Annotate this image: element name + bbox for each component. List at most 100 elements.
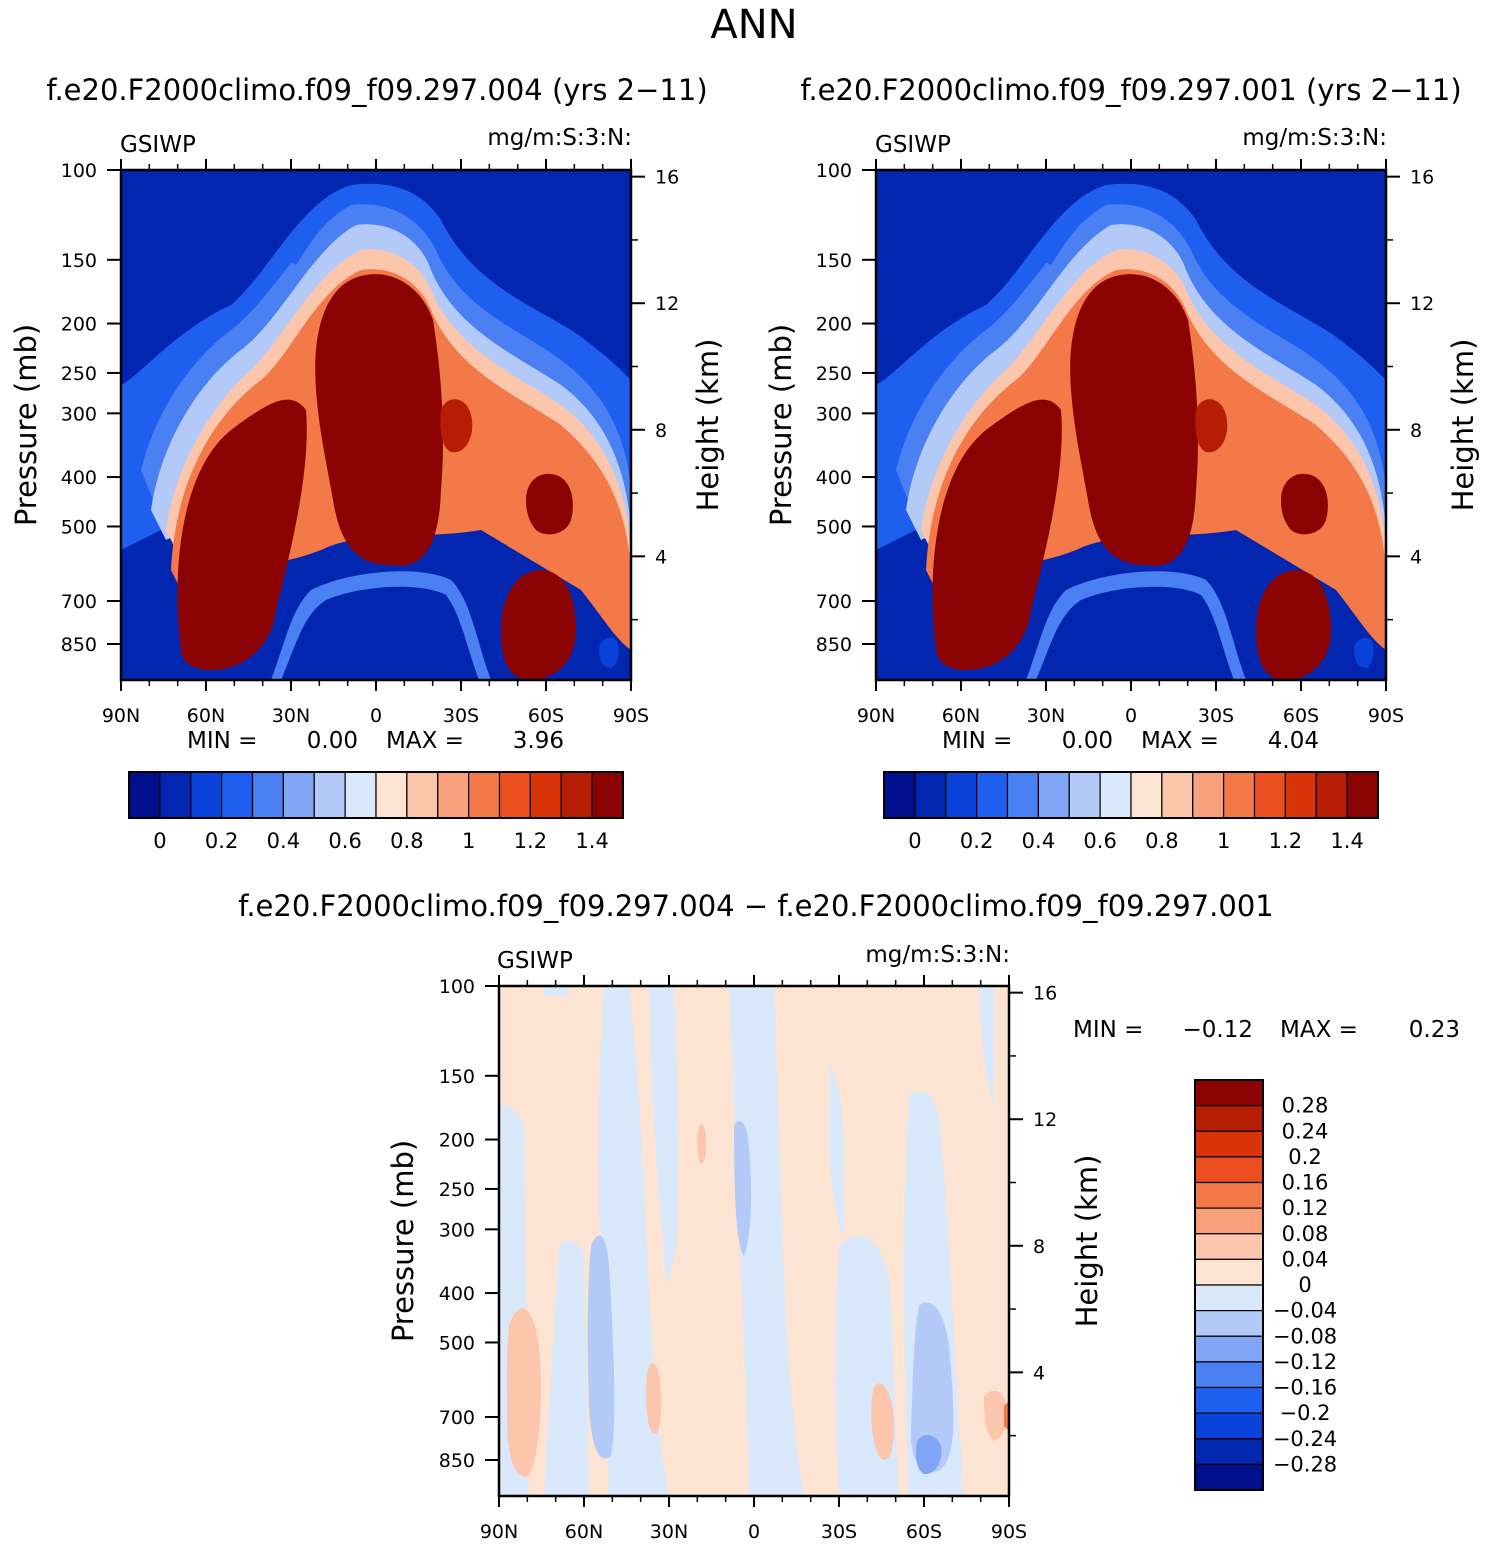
panel-2-title: f.e20.F2000climo.f09_f09.297.001 (yrs 2−…	[800, 73, 1461, 107]
panel-1-field	[121, 170, 631, 680]
x-tick-label: 90S	[613, 705, 649, 727]
x-tick-label: 60S	[528, 705, 564, 727]
colorbar-tick-label: 0.2	[960, 829, 993, 853]
colorbar-swatch	[159, 771, 192, 819]
y-tick-label: 500	[61, 516, 97, 538]
x-tick-label: 30S	[1198, 705, 1234, 727]
x-tick-label: 90N	[480, 1521, 518, 1543]
diff-plot: 90N 60N 30N 0 30S 60S 90S 100 150 200 250 300 400 50…	[439, 975, 1057, 1543]
y-tick-label: 100	[816, 160, 852, 182]
colorbar-swatch	[1099, 771, 1132, 819]
panel-1-min-value: 0.00	[307, 728, 358, 754]
colorbar-swatch	[1194, 1284, 1264, 1312]
colorbar-tick-label: −0.04	[1273, 1299, 1337, 1323]
panel-2-ylabel: Pressure (mb)	[764, 324, 798, 526]
colorbar-swatch	[1223, 771, 1256, 819]
x-tick-label: 30S	[443, 705, 479, 727]
colorbar-tick-label: 0.16	[1282, 1171, 1329, 1195]
x-tick-label: 60S	[1283, 705, 1319, 727]
colorbar-tick-label: −0.24	[1273, 1427, 1337, 1451]
colorbar-tick-label: 0.28	[1282, 1094, 1329, 1118]
x-tick-label: 90S	[1368, 705, 1404, 727]
diff-x-ticks: 90N 60N 30N 0 30S 60S 90S	[480, 975, 1027, 1543]
y-tick-label: 150	[816, 250, 852, 272]
x-tick-label: 60S	[906, 1521, 942, 1543]
colorbar-swatch	[1194, 1386, 1264, 1414]
x-tick-label: 60N	[565, 1521, 603, 1543]
colorbar-swatch	[1194, 1181, 1264, 1209]
x-tick-label: 0	[748, 1521, 760, 1543]
colorbar-tick-label: 0.12	[1282, 1196, 1329, 1220]
colorbar-swatch	[1194, 1438, 1264, 1465]
colorbar-swatch	[1006, 771, 1039, 819]
colorbar-swatch	[128, 771, 161, 819]
panel-1-plot: 90N 60N 30N 0 30S 60S 90S 100 150 200 250 300 400 50…	[61, 159, 679, 727]
y-tick-label: 300	[61, 403, 97, 425]
colorbar-frame	[128, 771, 624, 819]
y-tick-label: 500	[816, 516, 852, 538]
right-tick-label: 4	[1410, 546, 1422, 568]
y-tick-label: 250	[439, 1179, 475, 1201]
figure-title: ANN	[710, 2, 797, 48]
colorbar-frame	[1194, 1079, 1264, 1491]
right-tick-label: 16	[655, 167, 679, 189]
colorbar-swatch	[591, 771, 624, 819]
panel-2-units: mg/m:S:3:N:	[1242, 125, 1387, 151]
panel-2-right-ticks: 16 12 8 4	[1386, 167, 1434, 621]
colorbar-swatch	[190, 771, 223, 819]
colorbar-tick-label: 0	[1298, 1273, 1311, 1297]
x-tick-label: 90N	[102, 705, 140, 727]
panel-1-colorbar: 0 0.2 0.4 0.6 0.8 1 1.2 1.4	[128, 771, 624, 853]
panel-1: f.e20.F2000climo.f09_f09.297.004 (yrs 2−…	[9, 73, 725, 853]
right-tick-label: 4	[655, 546, 667, 568]
colorbar-tick-label: −0.12	[1273, 1350, 1337, 1374]
colorbar-swatch	[1194, 1361, 1264, 1389]
diff-units: mg/m:S:3:N:	[865, 942, 1010, 968]
colorbar-swatch	[1192, 771, 1225, 819]
colorbar-swatch	[1161, 771, 1194, 819]
colorbar-tick-label: 1	[1217, 829, 1230, 853]
y-tick-label: 200	[61, 314, 97, 336]
diff-panel: f.e20.F2000climo.f09_f09.297.004 − f.e20…	[238, 889, 1460, 1543]
panel-2-plot: 90N 60N 30N 0 30S 60S 90S 100 150 200 250 300 400 50…	[816, 159, 1434, 727]
colorbar-swatch	[1346, 771, 1379, 819]
colorbar-tick-label: −0.28	[1273, 1452, 1337, 1476]
colorbar-swatch	[883, 771, 916, 819]
colorbar-tick-label: 0.8	[1145, 829, 1178, 853]
colorbar-swatch	[1130, 771, 1163, 819]
colorbar-tick-label: 1.4	[575, 829, 608, 853]
panel-2-max-label: MAX =	[1141, 728, 1219, 754]
colorbar-tick-label: 0.4	[1022, 829, 1055, 853]
right-tick-label: 16	[1410, 167, 1434, 189]
colorbar-swatch	[1194, 1412, 1264, 1440]
panel-1-x-ticks: 90N 60N 30N 0 30S 60S 90S	[102, 159, 649, 727]
colorbar-swatch	[1194, 1310, 1264, 1337]
y-tick-label: 200	[816, 314, 852, 336]
colorbar-swatch	[560, 771, 593, 819]
panel-1-ylabel-right: Height (km)	[691, 339, 725, 512]
right-tick-label: 8	[1033, 1236, 1045, 1258]
colorbar-swatch	[1194, 1105, 1264, 1132]
colorbar-frame	[883, 771, 1379, 819]
colorbar-swatch	[976, 771, 1009, 819]
y-tick-label: 150	[439, 1066, 475, 1088]
y-tick-label: 250	[61, 363, 97, 385]
panel-2-min-label: MIN =	[942, 728, 1012, 754]
colorbar-swatch	[437, 771, 470, 819]
x-tick-label: 0	[1125, 705, 1137, 727]
colorbar-tick-label: 0.8	[390, 829, 423, 853]
colorbar-tick-label: 0.08	[1282, 1222, 1329, 1246]
x-tick-label: 0	[370, 705, 382, 727]
y-tick-label: 400	[61, 467, 97, 489]
colorbar-tick-label: 1.2	[1269, 829, 1302, 853]
panel-2-variable: GSIWP	[875, 132, 951, 158]
diff-max-value: 0.23	[1409, 1017, 1460, 1043]
colorbar-swatch	[1194, 1156, 1264, 1184]
colorbar-tick-label: −0.2	[1280, 1401, 1331, 1425]
diff-max-label: MAX =	[1280, 1017, 1358, 1043]
panel-1-max-label: MAX =	[386, 728, 464, 754]
colorbar-swatch	[375, 771, 408, 819]
colorbar-tick-label: 0.2	[205, 829, 238, 853]
diff-colorbar: 0.280.240.20.160.120.080.040−0.04−0.08−0…	[1194, 1079, 1337, 1491]
